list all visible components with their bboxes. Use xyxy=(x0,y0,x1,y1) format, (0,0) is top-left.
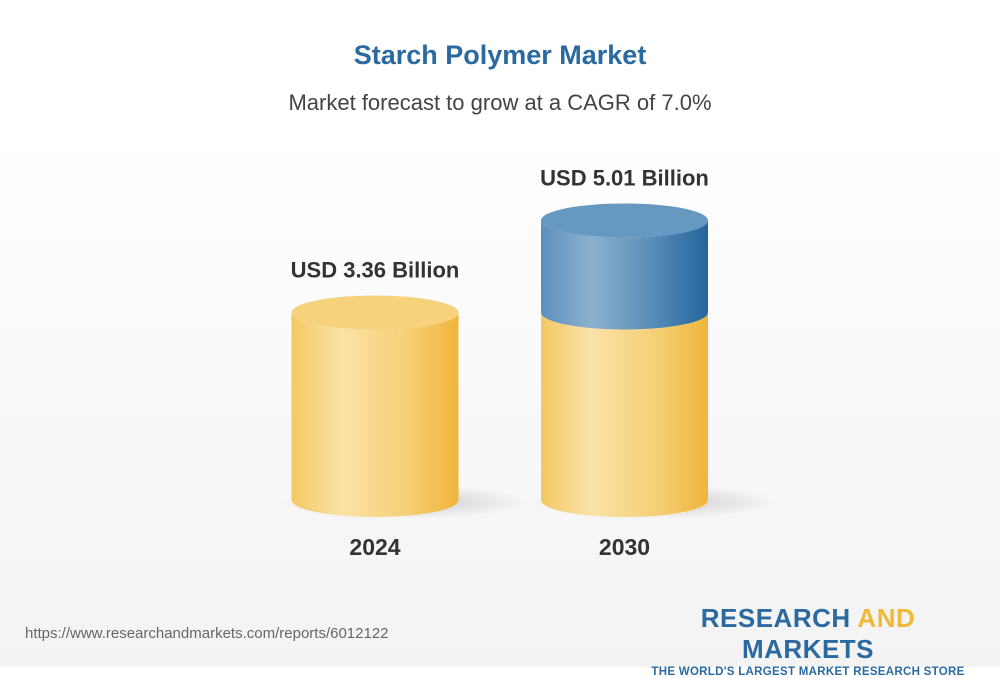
category-label: 2030 xyxy=(599,534,650,560)
bar-growth-segment-2030 xyxy=(541,220,708,330)
chart-title: Starch Polymer Market xyxy=(353,40,647,70)
data-label: USD 3.36 Billion xyxy=(291,258,460,283)
source-url[interactable]: https://www.researchandmarkets.com/repor… xyxy=(25,625,389,642)
bar-2024 xyxy=(291,312,459,517)
bar-top-2030 xyxy=(541,203,708,238)
data-label: USD 5.01 Billion xyxy=(540,165,709,190)
category-label: 2024 xyxy=(349,534,400,560)
bar-base-segment-2030 xyxy=(541,312,708,517)
chart-subtitle: Market forecast to grow at a CAGR of 7.0… xyxy=(288,90,712,115)
bar-top-2024 xyxy=(291,295,459,330)
